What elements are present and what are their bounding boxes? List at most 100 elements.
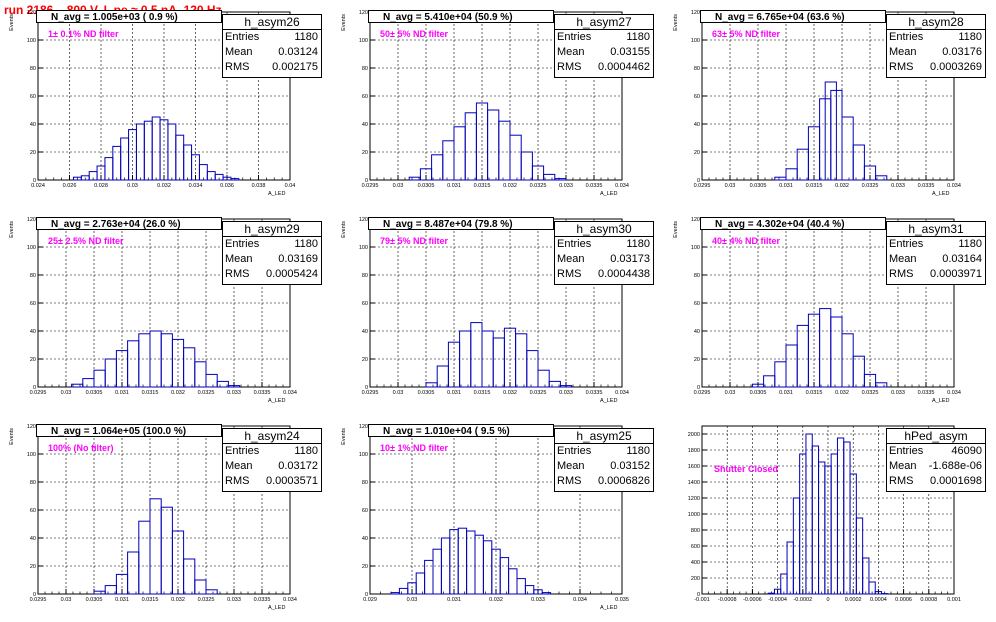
navg-label: N_avg = 8.487e+04 (79.8 %) [368,217,554,230]
y-tick-label: 100 [27,38,36,44]
stats-value-entries: 1180 [294,31,318,43]
stats-row-mean: Mean 0.03173 [557,252,650,267]
filter-note: 100% (No filter) [48,443,114,453]
x-tick-label: 0.0325 [862,183,879,189]
stats-key-rms: RMS [557,268,582,280]
x-tick-label: -0.0002 [793,597,812,603]
x-tick-label: 0.034 [189,183,203,189]
x-tick-label: 0.0008 [920,597,937,603]
x-tick-label: 0.03 [407,597,418,603]
histogram-panel-hPed_asym: -0.001 -0.0008 -0.0006 -0.0004 -0.0002 0 0.000… [664,414,996,621]
stats-value-rms: 0.0003971 [930,268,982,280]
filter-note: 25± 2.5% ND filter [48,236,124,246]
stats-value-mean: -1.688e-06 [928,460,982,472]
x-tick-label: 0.03 [393,390,404,396]
y-tick-label: 20 [362,564,368,570]
stats-key-mean: Mean [225,460,253,472]
stats-key-mean: Mean [889,253,917,265]
x-tick-label: 0.034 [615,183,629,189]
stats-value-rms: 0.0005424 [266,268,318,280]
x-axis-title: A_LED [268,191,285,197]
y-tick-label: 200 [691,576,700,582]
y-tick-label: 1600 [688,464,700,470]
navg-label: N_avg = 2.763e+04 (26.0 %) [36,217,222,230]
histogram-panel-h_asym25: 0.029 0.03 0.031 0.032 0.033 0.034 0.035 0 20 40 6… [332,414,664,621]
stats-row-entries: Entries 1180 [889,237,982,252]
stats-key-entries: Entries [225,445,260,457]
y-tick-label: 120 [359,10,368,16]
y-tick-label: 40 [30,536,36,542]
x-axis-title: A_LED [268,605,285,611]
navg-label: N_avg = 1.064e+05 (100.0 %) [36,424,222,437]
histogram-bar [874,591,883,595]
histogram-bar [852,144,865,181]
histogram-bar [205,589,218,595]
x-tick-label: 0.03 [61,597,72,603]
x-tick-label: 0.032 [489,597,503,603]
histogram-bar [868,581,876,595]
y-axis-title: Events [673,14,679,31]
histogram-bar [875,382,888,388]
histogram-bar [548,380,561,388]
stats-key-rms: RMS [889,268,914,280]
stats-value-entries: 1180 [626,31,650,43]
stats-box: h_asym31 Entries 1180 Mean 0.03164 RMS 0.00039… [886,221,986,285]
stats-value-entries: 1180 [958,31,982,43]
stats-value-rms: 0.0004438 [598,268,650,280]
y-tick-label: 100 [691,245,700,251]
y-tick-label: 80 [362,273,368,279]
x-tick-label: 0.0325 [198,390,215,396]
stats-key-mean: Mean [557,460,585,472]
y-tick-label: 20 [30,357,36,363]
y-tick-label: 60 [30,301,36,307]
x-tick-label: 0.033 [891,390,905,396]
y-tick-label: 40 [30,122,36,128]
navg-label: N_avg = 1.005e+03 ( 0.9 %) [36,10,222,23]
histogram-bar [541,592,552,595]
x-tick-label: 0.0295 [30,597,47,603]
x-tick-label: 0.031 [447,597,461,603]
x-tick-label: 0.031 [779,390,793,396]
x-tick-label: 0.031 [447,390,461,396]
x-tick-label: 0.03 [127,183,138,189]
y-tick-label: 20 [694,357,700,363]
x-tick-label: 0.0325 [530,390,547,396]
x-tick-label: 0.0335 [918,390,935,396]
stats-value-entries: 1180 [294,238,318,250]
x-tick-label: 0.029 [363,597,377,603]
x-tick-label: 0.0295 [30,390,47,396]
x-tick-label: 0.0295 [362,183,379,189]
histogram-bar [554,178,567,181]
stats-key-entries: Entries [889,31,924,43]
stats-value-rms: 0.0003269 [930,61,982,73]
y-tick-label: 120 [27,424,36,430]
y-tick-label: 120 [27,10,36,16]
stats-row-entries: Entries 1180 [557,237,650,252]
filter-note: 50± 5% ND filter [380,29,448,39]
histogram-bar [863,165,877,181]
x-tick-label: 0.0315 [474,183,491,189]
histogram-bar [194,579,207,595]
stats-row-mean: Mean 0.03152 [557,459,650,474]
x-tick-label: 0.0325 [862,390,879,396]
x-tick-label: 0.024 [31,183,45,189]
x-tick-label: 0.0305 [750,390,767,396]
stats-key-mean: Mean [889,460,917,472]
y-tick-label: 40 [362,536,368,542]
y-tick-label: 100 [359,38,368,44]
y-tick-label: 0 [365,385,368,391]
stats-value-mean: 0.03173 [610,253,650,265]
histogram-bar [767,592,775,595]
filter-note: 79± 5% ND filter [380,236,448,246]
stats-row-entries: Entries 1180 [557,444,650,459]
stats-box: h_asym27 Entries 1180 Mean 0.03155 RMS 0.00044… [554,14,654,78]
x-tick-label: 0.034 [947,390,961,396]
x-tick-label: 0.033 [227,597,241,603]
x-tick-label: 0.001 [947,597,961,603]
y-axis-title: Events [9,221,15,238]
y-tick-label: 0 [365,178,368,184]
x-tick-label: 0.0305 [418,183,435,189]
x-tick-label: 0.0335 [918,183,935,189]
stats-value-entries: 1180 [626,238,650,250]
x-tick-label: 0.0305 [86,597,103,603]
